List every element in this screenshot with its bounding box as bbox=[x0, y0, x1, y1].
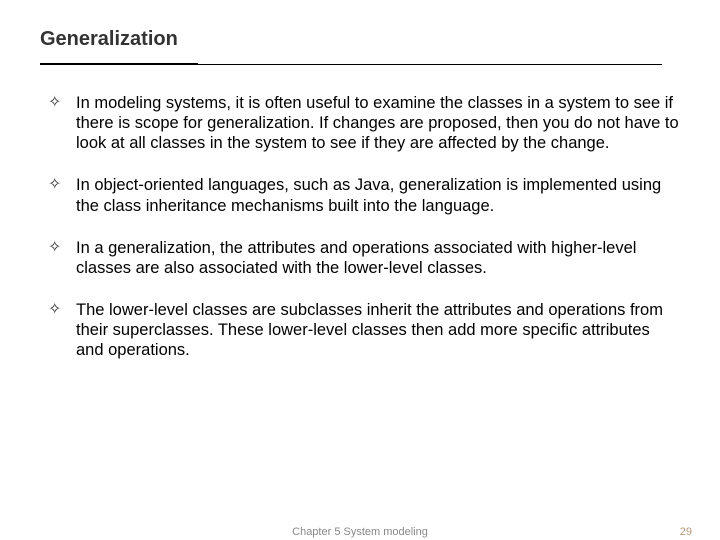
diamond-bullet-icon: ✧ bbox=[48, 93, 61, 113]
list-item: ✧ In object-oriented languages, such as … bbox=[48, 175, 680, 215]
slide: Generalization ✧ In modeling systems, it… bbox=[0, 0, 720, 540]
diamond-bullet-icon: ✧ bbox=[48, 175, 61, 195]
title-divider bbox=[40, 63, 680, 65]
bullet-text: In a generalization, the attributes and … bbox=[76, 239, 636, 277]
list-item: ✧ In a generalization, the attributes an… bbox=[48, 238, 680, 278]
list-item: ✧ The lower-level classes are subclasses… bbox=[48, 300, 680, 360]
diamond-bullet-icon: ✧ bbox=[48, 238, 61, 258]
list-item: ✧ In modeling systems, it is often usefu… bbox=[48, 93, 680, 153]
slide-title: Generalization bbox=[40, 28, 680, 51]
bullet-text: In object-oriented languages, such as Ja… bbox=[76, 176, 661, 214]
divider-thick bbox=[40, 63, 198, 65]
bullet-text: The lower-level classes are subclasses i… bbox=[76, 301, 663, 359]
bullet-text: In modeling systems, it is often useful … bbox=[76, 94, 679, 152]
footer-chapter: Chapter 5 System modeling bbox=[292, 526, 428, 538]
divider-thin bbox=[198, 64, 662, 65]
diamond-bullet-icon: ✧ bbox=[48, 300, 61, 320]
bullet-list: ✧ In modeling systems, it is often usefu… bbox=[40, 93, 680, 360]
page-number: 29 bbox=[680, 526, 692, 538]
